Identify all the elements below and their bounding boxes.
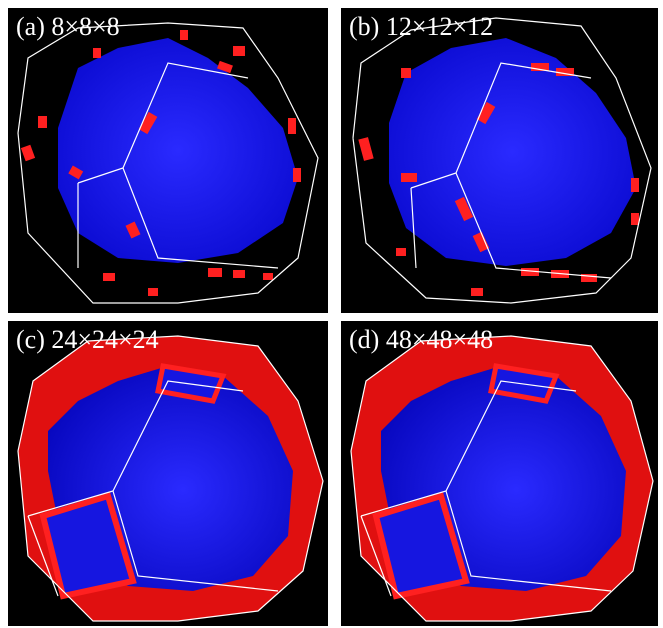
blue-inner-surface <box>58 38 298 263</box>
surface-render-c <box>17 335 324 622</box>
red-fragments <box>358 63 639 296</box>
red-fragments <box>20 30 301 296</box>
panel-b: (b) 12×12×12 <box>341 8 658 313</box>
cell-edges <box>17 335 324 622</box>
blue-face-lower-left <box>39 492 137 600</box>
blue-face-lower-left <box>372 492 470 600</box>
panel-d: (d) 48×48×48 <box>341 321 658 626</box>
surface-render-d <box>350 335 654 622</box>
panel-label: (c) 24×24×24 <box>16 325 159 354</box>
cell-edges <box>352 17 652 304</box>
cell-edges <box>350 335 654 622</box>
cell-edges <box>17 22 319 304</box>
panel-c: (c) 24×24×24 <box>8 321 328 626</box>
panel-label: (a) 8×8×8 <box>16 12 120 41</box>
surface-render-a <box>17 22 319 304</box>
surface-render-b <box>352 17 652 304</box>
blue-inner-surface <box>389 38 636 266</box>
panel-label: (b) 12×12×12 <box>349 12 494 41</box>
panel-label: (d) 48×48×48 <box>349 325 494 354</box>
panel-a: (a) 8×8×8 <box>8 8 328 313</box>
